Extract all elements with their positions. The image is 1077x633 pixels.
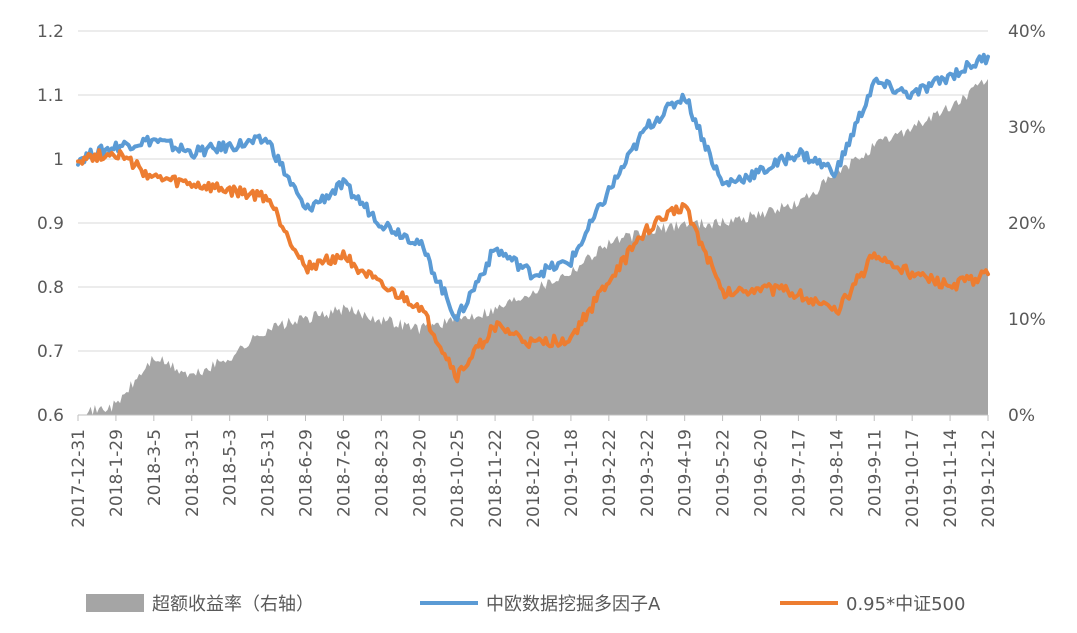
legend-label: 中欧数据挖掘多因子A (486, 594, 661, 615)
legend-label: 0.95*中证500 (846, 594, 965, 615)
x-tick-label: 2019-12-12 (979, 429, 999, 528)
line-series-layer (76, 52, 990, 384)
series-line-2 (76, 148, 990, 384)
x-tick-label: 2018-5-31 (259, 429, 279, 517)
x-tick-label: 2018-3-31 (183, 429, 203, 517)
x-tick-label: 2018-1-29 (107, 429, 127, 517)
y-right-tick-label: 0% (1008, 406, 1035, 426)
x-tick-label: 2018-11-22 (486, 429, 506, 528)
y-right-tick-label: 30% (1008, 118, 1046, 138)
y-left-tick-label: 0.8 (37, 278, 64, 298)
x-tick-label: 2019-9-11 (865, 429, 885, 517)
x-tick-label: 2019-2-22 (600, 429, 620, 517)
x-tick-label: 2018-9-20 (410, 429, 430, 517)
legend-label: 超额收益率（右轴） (152, 594, 314, 615)
y-left-tick-label: 0.9 (37, 214, 64, 234)
x-tick-label: 2019-7-17 (789, 429, 809, 517)
y-left-tick-label: 1 (53, 150, 64, 170)
legend: 超额收益率（右轴） 中欧数据挖掘多因子A 0.95*中证500 (86, 594, 965, 615)
y-left-tick-label: 0.6 (37, 406, 64, 426)
x-tick-label: 2018-12-20 (524, 429, 544, 528)
x-tick-label: 2019-8-14 (827, 429, 847, 517)
y-left-tick-label: 1.1 (37, 86, 64, 106)
axes: 0.6 0.7 0.8 0.9 1 1.1 1.2 0% 10% 20% 30% 40% 2017-12… (37, 22, 1046, 528)
area-series-layer (78, 79, 988, 415)
x-tick-label: 2019-5-22 (714, 429, 734, 517)
y-right-tick-label: 10% (1008, 310, 1046, 330)
x-tick-label: 2017-12-31 (69, 429, 89, 528)
y-left-tick-label: 0.7 (37, 342, 64, 362)
y-right-tick-label: 20% (1008, 214, 1046, 234)
x-tick-label: 2018-7-26 (334, 429, 354, 517)
excess-return-area (78, 79, 988, 415)
x-tick-label: 2018-3-5 (145, 429, 165, 506)
x-tick-label: 2018-6-29 (297, 429, 317, 517)
x-tick-label: 2018-8-23 (372, 429, 392, 517)
x-tick-label: 2019-10-17 (903, 429, 923, 528)
legend-swatch-area (86, 594, 144, 612)
series-line-1 (76, 52, 990, 322)
x-tick-label: 2019-1-18 (562, 429, 582, 517)
y-left-tick-label: 1.2 (37, 22, 64, 42)
x-tick-label: 2019-11-14 (941, 429, 961, 528)
x-tick-label: 2019-3-22 (638, 429, 658, 517)
x-tick-label: 2018-10-25 (448, 429, 468, 528)
x-tick-label: 2018-5-3 (221, 429, 241, 506)
y-right-tick-label: 40% (1008, 22, 1046, 42)
x-tick-label: 2019-4-19 (676, 429, 696, 517)
x-tick-label: 2019-6-20 (752, 429, 772, 517)
